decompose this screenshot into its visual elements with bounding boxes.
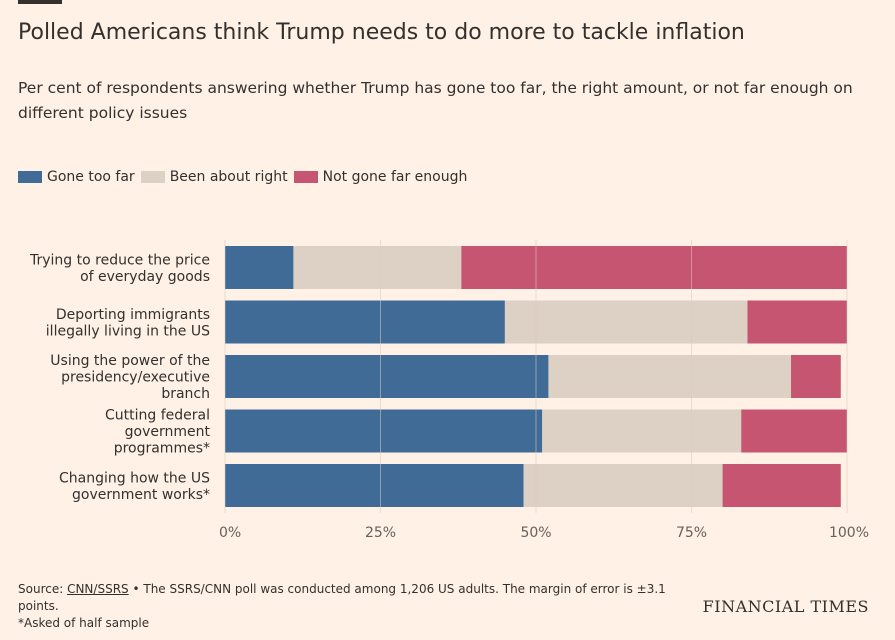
bar-gone-too-far-4 [225, 409, 543, 453]
bar-not-gone-far-enough-2 [747, 300, 847, 344]
category-label-1-line-1: Trying to reduce the price [29, 252, 210, 268]
bar-gone-too-far-5 [225, 464, 524, 507]
x-tick-label-50: 50% [520, 525, 551, 541]
x-tick-label-0: 0% [219, 525, 241, 541]
category-label-4-line-3: programmes* [114, 441, 210, 457]
category-label-5-line-1: Changing how the US [59, 470, 210, 486]
source-link[interactable]: CNN/SSRS [67, 582, 129, 596]
legend-label-been-about-right: Been about right [169, 169, 288, 185]
category-label-3-line-1: Using the power of the [50, 353, 210, 369]
legend-item-not-gone-far-enough: Not gone far enough [293, 169, 468, 185]
category-label-4-line-2: government [125, 424, 211, 440]
bar-not-gone-far-enough-4 [741, 409, 847, 453]
chart-subtitle: Per cent of respondents answering whethe… [18, 79, 853, 122]
category-label-4-line-1: Cutting federal [105, 408, 210, 424]
category-label-3-line-3: branch [161, 386, 210, 402]
x-tick-label-75: 75% [676, 525, 707, 541]
legend-swatch-not-gone-far-enough [293, 171, 318, 183]
category-label-3-line-2: presidency/executive [61, 370, 210, 386]
financial-times-logo: FINANCIAL TIMES [702, 597, 869, 616]
bar-been-about-right-3 [548, 355, 792, 398]
category-label-1-line-2: of everyday goods [80, 269, 210, 285]
legend-swatch-been-about-right [140, 171, 165, 183]
top-rule [18, 0, 62, 4]
legend-item-gone-too-far: Gone too far [18, 169, 135, 185]
bar-been-about-right-2 [504, 300, 748, 344]
category-label-5-line-2: government works* [72, 487, 210, 503]
bar-been-about-right-4 [542, 409, 742, 453]
source-text: • The SSRS/CNN poll was conducted among … [18, 582, 666, 613]
bar-gone-too-far-2 [225, 300, 505, 344]
legend-label-gone-too-far: Gone too far [47, 169, 135, 185]
legend-label-not-gone-far-enough: Not gone far enough [322, 169, 468, 185]
bar-been-about-right-1 [293, 246, 462, 289]
legend-swatch-gone-too-far [18, 171, 42, 183]
bar-been-about-right-5 [523, 464, 723, 507]
bar-not-gone-far-enough-1 [461, 246, 847, 289]
category-label-2-line-1: Deporting immigrants [56, 307, 210, 323]
source-prefix: Source: [18, 582, 68, 596]
chart-title: Polled Americans think Trump needs to do… [18, 20, 745, 45]
legend: Gone too far Been about right Not gone f… [18, 166, 473, 188]
bar-gone-too-far-3 [225, 355, 549, 398]
legend-item-been-about-right: Been about right [140, 169, 288, 185]
x-tick-label-25: 25% [365, 525, 396, 541]
footnote: *Asked of half sample [18, 616, 150, 630]
footer: Source: CNN/SSRS • The SSRS/CNN poll was… [18, 581, 668, 632]
x-tick-label-100: 100% [829, 525, 869, 541]
bar-gone-too-far-1 [225, 246, 294, 289]
category-label-2-line-2: illegally living in the US [46, 323, 210, 339]
bar-not-gone-far-enough-3 [791, 355, 841, 398]
bar-not-gone-far-enough-5 [722, 464, 841, 507]
